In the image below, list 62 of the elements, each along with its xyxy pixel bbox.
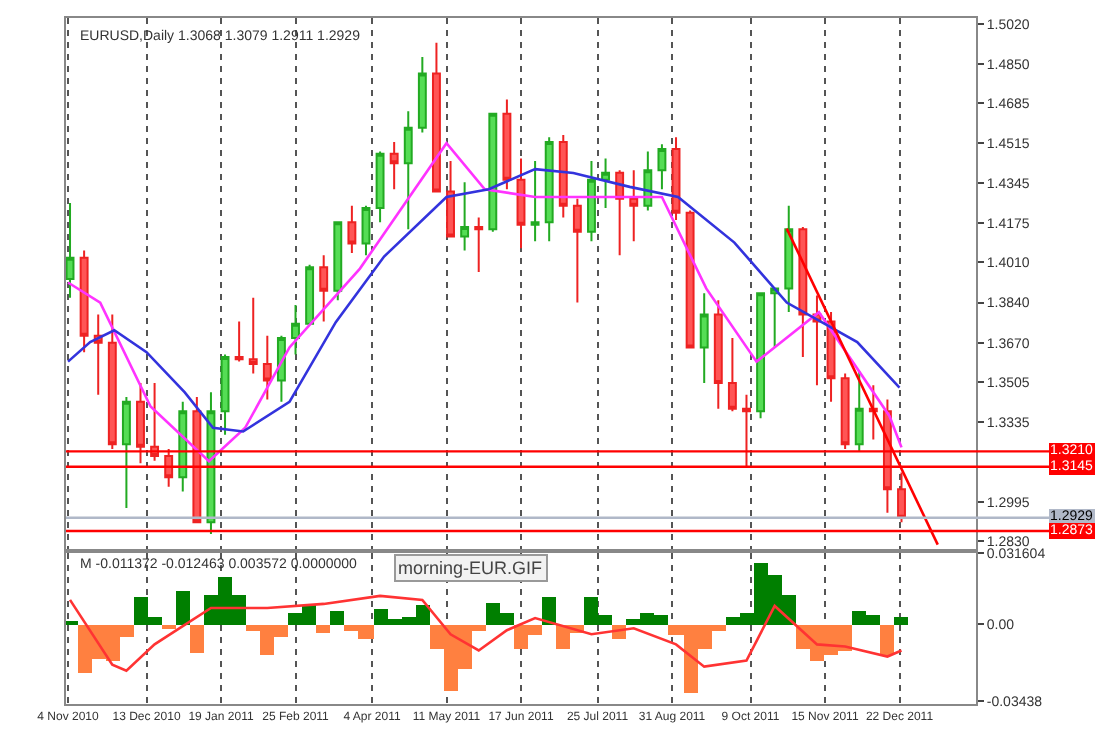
candlestick	[516, 157, 526, 250]
candlestick	[601, 157, 611, 210]
candlestick	[403, 110, 413, 231]
line-series	[66, 167, 901, 433]
candlestick	[446, 159, 455, 238]
bar	[894, 616, 908, 625]
candlestick	[107, 313, 117, 450]
bar	[330, 610, 344, 625]
candlestick	[784, 204, 794, 314]
candlestick	[136, 381, 145, 465]
candlestick	[474, 216, 484, 273]
candlestick	[854, 370, 864, 453]
candlestick	[699, 292, 709, 384]
candlestick	[770, 287, 780, 349]
candlestick	[347, 204, 357, 254]
candlestick	[685, 209, 695, 349]
candlestick	[742, 393, 751, 468]
line-series	[66, 141, 903, 463]
candlestick	[319, 254, 329, 323]
candlestick	[572, 197, 582, 304]
candlestick	[897, 471, 906, 524]
bar	[316, 624, 330, 633]
candlestick	[558, 133, 568, 219]
candlestick	[93, 313, 103, 396]
candlestick	[713, 299, 723, 410]
candlestick	[657, 143, 667, 191]
candlestick	[361, 204, 371, 257]
candlestick	[305, 263, 315, 325]
bar	[542, 596, 556, 625]
candlestick	[530, 159, 540, 243]
candlestick	[150, 381, 160, 462]
bar	[190, 624, 204, 653]
candlestick	[840, 372, 850, 450]
candlestick	[868, 384, 878, 441]
candlestick	[389, 140, 399, 191]
bar	[176, 590, 190, 625]
candlestick	[66, 201, 75, 299]
candlestick	[502, 98, 512, 191]
candlestick	[333, 221, 343, 302]
candlestick	[121, 396, 131, 510]
candlestick	[262, 334, 272, 401]
candlestick	[488, 112, 498, 233]
candlestick	[431, 41, 441, 193]
candlestick	[417, 55, 427, 134]
candlestick	[248, 296, 258, 375]
candlestick	[727, 337, 737, 413]
candlestick	[164, 448, 174, 488]
candlestick	[629, 169, 639, 243]
candlestick	[756, 292, 766, 420]
bar	[880, 624, 894, 655]
annotation: morning-EUR.GIF	[398, 558, 544, 578]
candlestick	[234, 320, 244, 363]
candlestick	[587, 159, 596, 243]
candlestick	[544, 136, 554, 243]
candlestick	[375, 150, 385, 224]
candlestick	[192, 396, 202, 524]
candlestick	[291, 303, 300, 356]
candlestick	[460, 181, 470, 252]
candlestick	[79, 249, 89, 354]
line-series	[68, 594, 903, 673]
candlestick	[798, 226, 808, 358]
candlestick	[220, 353, 230, 436]
